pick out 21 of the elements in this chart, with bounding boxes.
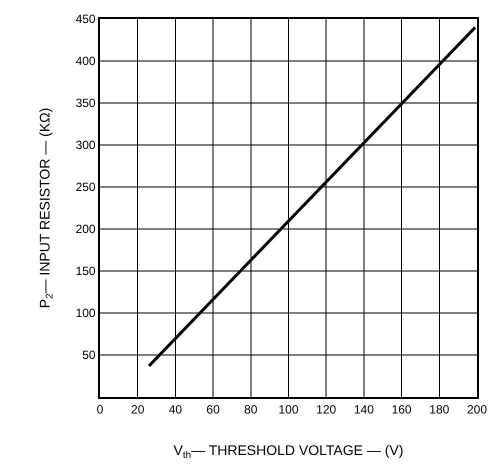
x-tick-label: 200 [466, 402, 488, 416]
y-tick-label: 350 [76, 96, 96, 110]
x-tick-label: 60 [206, 402, 220, 416]
y-tick-label: 100 [76, 306, 96, 320]
x-tick-label: 80 [244, 402, 258, 416]
y-tick-label: 150 [76, 264, 96, 278]
x-tick-label: 160 [392, 402, 412, 416]
y-tick-label: 450 [76, 12, 96, 26]
x-tick-label: 0 [96, 402, 104, 416]
x-axis-title: V$_{th}$— THRESHOLD VOLTAGE — (V) [174, 442, 404, 462]
y-tick-label: 400 [76, 54, 96, 68]
y-tick-label: 250 [76, 180, 96, 194]
y-tick-label: 50 [82, 348, 96, 362]
y-tick-label: 300 [76, 138, 96, 152]
x-tick-label: 120 [316, 402, 337, 416]
x-tick-label: 100 [278, 402, 299, 416]
x-tick-label: 180 [429, 402, 450, 416]
x-tick-label: 140 [354, 402, 374, 416]
x-tick-label: 20 [131, 402, 145, 416]
y-tick-label: 200 [76, 222, 96, 236]
x-tick-label: 40 [168, 402, 182, 416]
